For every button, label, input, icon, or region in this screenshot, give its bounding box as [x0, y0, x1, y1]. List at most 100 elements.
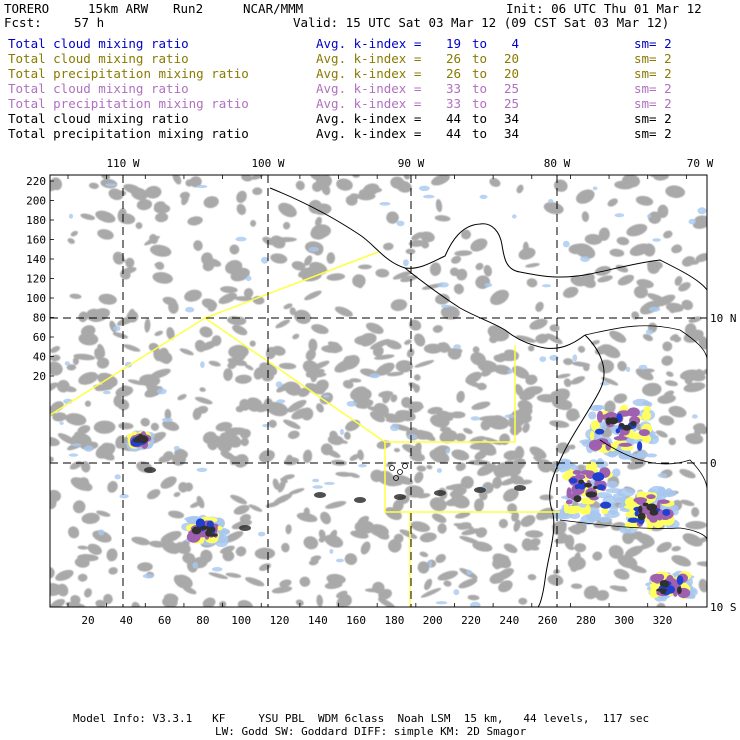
cloud-blob	[438, 342, 450, 353]
cloud-blob	[402, 444, 422, 455]
convective-core	[659, 580, 670, 587]
legend-to: to	[472, 126, 488, 141]
cloud-blob	[437, 570, 459, 581]
cloud-blob	[316, 403, 324, 413]
light-cloud-speck	[105, 183, 117, 187]
cloud-blob	[624, 545, 644, 558]
cloud-blob	[233, 316, 247, 326]
cloud-blob	[302, 449, 313, 464]
valid-time: Valid: 15 UTC Sat 03 Mar 12 (09 CST Sat …	[293, 15, 670, 30]
cloud-blob	[583, 585, 599, 600]
cloud-blob	[95, 210, 116, 223]
cloud-blob	[273, 493, 293, 505]
convective-core	[585, 491, 598, 498]
cloud-blob	[196, 405, 209, 414]
cloud-blob	[609, 330, 627, 343]
cloud-blob	[348, 472, 360, 478]
cloud-blob	[316, 594, 324, 607]
cloud-blob	[386, 371, 404, 377]
light-cloud-speck	[156, 388, 167, 395]
cloud-blob	[671, 546, 681, 552]
cloud-blob	[470, 238, 488, 252]
cloud-blob	[483, 437, 502, 445]
light-cloud-speck	[262, 423, 271, 428]
convective-purple	[680, 589, 687, 597]
light-cloud-speck	[657, 473, 668, 478]
cloud-blob	[243, 288, 254, 299]
cloud-blob	[222, 550, 235, 562]
cloud-blob	[295, 180, 305, 191]
cloud-blob	[270, 253, 288, 264]
cloud-blob	[416, 465, 427, 472]
cloud-blob	[61, 385, 77, 393]
cloud-blob	[613, 568, 630, 580]
cloud-blob	[627, 459, 646, 470]
cloud-blob	[70, 230, 78, 237]
convective-purple	[636, 499, 646, 505]
cloud-blob	[50, 567, 55, 579]
legend-field-name: Total precipitation mixing ratio	[8, 126, 249, 141]
cloud-blob	[696, 561, 707, 567]
light-cloud-speck	[98, 529, 105, 536]
cloud-blob	[350, 193, 361, 199]
cloud-blob	[698, 335, 707, 350]
convective-yellow	[642, 434, 652, 444]
cloud-blob	[695, 253, 707, 263]
light-cloud-speck	[195, 184, 208, 189]
light-cloud-speck	[638, 364, 648, 370]
cloud-blob	[73, 353, 96, 361]
cloud-blob	[683, 329, 704, 343]
cloud-blob	[266, 401, 289, 417]
cloud-blob	[480, 420, 491, 431]
cloud-blob	[419, 231, 435, 243]
cloud-blob	[463, 428, 473, 434]
cloud-blob	[539, 494, 554, 501]
cloud-blob	[533, 456, 546, 464]
legend-field-name: Total cloud mixing ratio	[8, 111, 189, 126]
cloud-blob	[617, 274, 635, 286]
legend-to: to	[472, 66, 488, 81]
cloud-blob	[50, 346, 60, 353]
latitude-label: 10 N	[710, 312, 737, 325]
convective-lightblue	[588, 411, 597, 420]
cloud-blob	[193, 240, 203, 251]
cloud-blob	[215, 421, 233, 432]
itcz-dark-cell	[394, 494, 406, 500]
cloud-blob	[360, 332, 377, 344]
convective-yellow	[625, 511, 633, 518]
cloud-blob	[626, 223, 648, 237]
cloud-blob	[668, 405, 687, 418]
cloud-blob	[136, 199, 153, 211]
light-cloud-speck	[396, 220, 405, 227]
light-cloud-speck	[64, 361, 70, 366]
cloud-blob	[518, 247, 536, 260]
cloud-blob	[72, 500, 86, 514]
cloud-blob	[666, 371, 674, 377]
light-cloud-speck	[308, 246, 320, 252]
cloud-blob	[443, 580, 452, 587]
cloud-blob	[553, 179, 568, 192]
cloud-blob	[663, 230, 673, 239]
convective-purple	[653, 574, 662, 584]
cloud-blob	[475, 275, 491, 290]
cloud-blob	[556, 442, 570, 454]
cloud-blob	[614, 180, 634, 190]
light-cloud-speck	[504, 414, 517, 419]
convective-lightblue	[589, 404, 603, 412]
cloud-blob	[50, 582, 62, 597]
cloud-blob	[413, 374, 421, 381]
convective-blue	[569, 477, 578, 484]
cloud-blob	[65, 601, 86, 607]
cloud-blob	[69, 293, 82, 299]
cloud-blob	[326, 273, 346, 281]
cloud-blob	[177, 394, 187, 401]
cloud-blob	[566, 408, 580, 422]
cloud-blob	[144, 385, 163, 398]
cloud-blob	[203, 196, 219, 209]
cloud-blob	[78, 371, 99, 385]
cloud-blob	[434, 215, 451, 222]
light-cloud-speck	[428, 560, 433, 568]
cloud-blob	[275, 237, 297, 243]
cloud-blob	[409, 452, 426, 462]
cloud-blob	[77, 425, 91, 435]
